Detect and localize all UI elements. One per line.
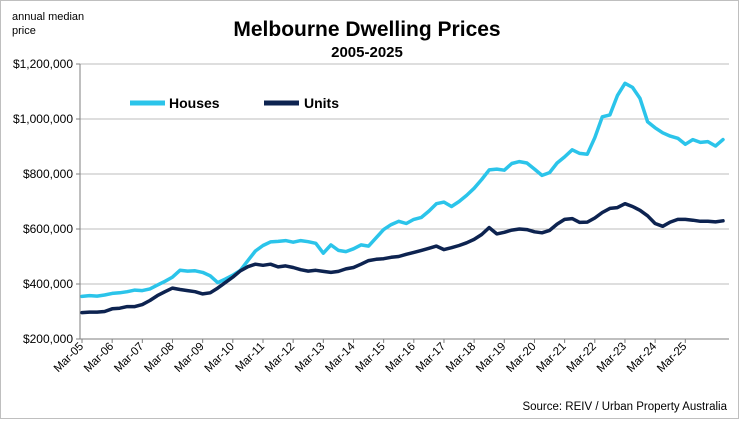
x-tick-label-6: Mar-11 (233, 341, 267, 375)
legend-label-units: Units (304, 95, 339, 111)
x-tick-label-15: Mar-20 (504, 341, 538, 375)
x-tick-label-11: Mar-16 (384, 341, 418, 375)
y-tick-label-3: $800,000 (23, 167, 73, 181)
y-tick-label-4: $1,000,000 (13, 112, 73, 126)
x-tick-label-12: Mar-17 (414, 341, 448, 375)
legend: Houses Units (130, 95, 339, 111)
y-axis-label-line-2: price (12, 25, 36, 37)
x-tick-label-9: Mar-14 (323, 340, 358, 375)
x-tick-label-3: Mar-08 (142, 341, 176, 375)
x-tick-label-4: Mar-09 (173, 341, 207, 375)
y-axis-ticks: $200,000 $400,000 $600,000 $800,000 $1,000,0… (13, 57, 80, 346)
y-axis-label-line-1: annual median (12, 11, 84, 23)
gridlines (80, 63, 729, 285)
x-tick-label-5: Mar-10 (203, 341, 237, 375)
x-tick-label-19: Mar-24 (625, 340, 660, 375)
x-tick-label-10: Mar-15 (354, 341, 388, 375)
series-line-units (80, 201, 725, 315)
series-line-houses (80, 81, 725, 299)
chart-subtitle: 2005-2025 (331, 44, 403, 61)
x-tick-label-14: Mar-19 (474, 341, 508, 375)
x-tick-label-20: Mar-25 (655, 341, 689, 375)
x-tick-label-8: Mar-13 (293, 341, 327, 375)
y-tick-label-1: $400,000 (23, 277, 73, 291)
legend-label-houses: Houses (169, 95, 220, 111)
x-axis-ticks: Mar-05Mar-06Mar-07Mar-08Mar-09Mar-10Mar-… (52, 339, 689, 375)
chart-title: Melbourne Dwelling Prices (233, 18, 500, 41)
y-tick-label-5: $1,200,000 (13, 57, 73, 71)
x-tick-label-13: Mar-18 (444, 341, 478, 375)
y-tick-label-2: $600,000 (23, 222, 73, 236)
x-tick-label-17: Mar-22 (565, 341, 599, 375)
x-tick-label-7: Mar-12 (263, 341, 297, 375)
y-tick-label-0: $200,000 (23, 332, 73, 346)
x-tick-label-1: Mar-06 (82, 341, 116, 375)
axes (79, 64, 729, 340)
series-lines (80, 81, 725, 315)
x-tick-label-2: Mar-07 (112, 341, 146, 375)
source-note: Source: REIV / Urban Property Australia (522, 401, 727, 413)
x-tick-label-18: Mar-23 (595, 341, 629, 375)
x-tick-label-16: Mar-21 (535, 341, 569, 375)
